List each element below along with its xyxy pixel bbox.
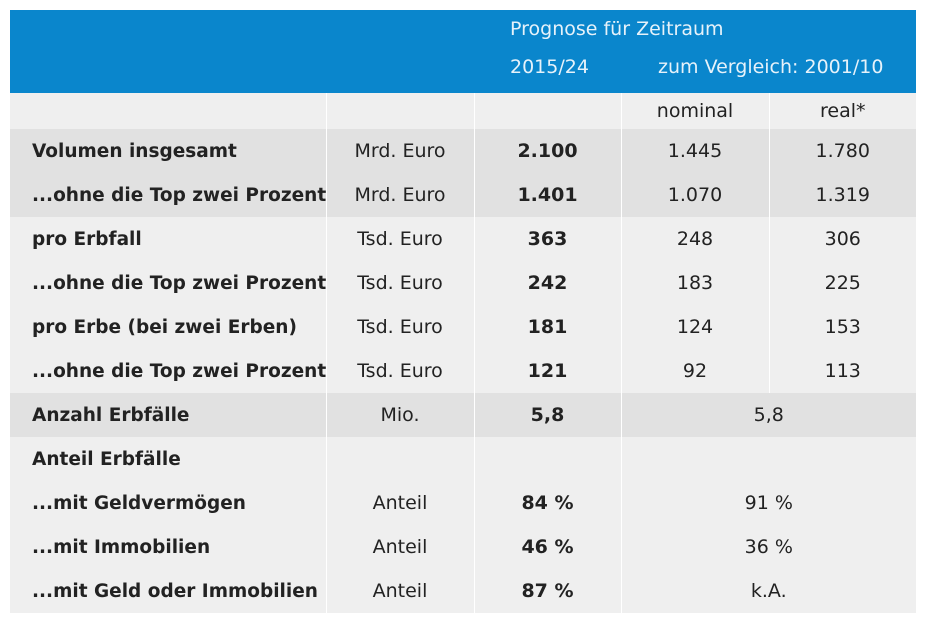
row-real: 225: [769, 261, 916, 305]
row-unit: Mio.: [326, 393, 475, 437]
row-label: ...mit Geld oder Immobilien: [10, 569, 327, 613]
row-unit: Anteil: [326, 569, 475, 613]
row-forecast: 87 %: [474, 569, 622, 613]
row-label: ...ohne die Top zwei Prozent: [10, 173, 327, 217]
header-title: Prognose für Zeitraum: [510, 18, 724, 40]
row-nominal: 248: [621, 217, 770, 261]
table-row: Anteil Erbfälle: [10, 437, 916, 481]
row-unit: Mrd. Euro: [326, 129, 475, 173]
row-label: ...ohne die Top zwei Prozent: [10, 261, 327, 305]
row-label: pro Erbe (bei zwei Erben): [10, 305, 327, 349]
table-row: pro Erbfall Tsd. Euro 363 248 306: [10, 217, 916, 261]
table-row: ...ohne die Top zwei Prozent Tsd. Euro 121…: [10, 349, 916, 393]
subheader-row: nominal real*: [10, 93, 916, 129]
table-row: ...ohne die Top zwei Prozent Tsd. Euro 242…: [10, 261, 916, 305]
row-compare: k.A.: [621, 569, 916, 613]
row-unit: Anteil: [326, 525, 475, 569]
row-label: ...mit Geldvermögen: [10, 481, 327, 525]
row-unit: Tsd. Euro: [326, 349, 475, 393]
row-compare: 36 %: [621, 525, 916, 569]
row-forecast: 2.100: [474, 129, 622, 173]
row-unit: Anteil: [326, 481, 475, 525]
row-nominal: 92: [621, 349, 770, 393]
table-row: Anzahl Erbfälle Mio. 5,8 5,8: [10, 393, 916, 437]
row-compare: [621, 437, 916, 481]
row-nominal: 183: [621, 261, 770, 305]
subheader-empty-unit: [326, 93, 475, 129]
inheritance-table: Prognose für Zeitraum 2015/24 zum Vergle…: [10, 10, 916, 613]
row-unit: Mrd. Euro: [326, 173, 475, 217]
data-table: nominal real* Volumen insgesamt Mrd. Euro…: [10, 93, 916, 613]
row-compare: 91 %: [621, 481, 916, 525]
table-header: Prognose für Zeitraum 2015/24 zum Vergle…: [10, 10, 916, 93]
row-forecast: 1.401: [474, 173, 622, 217]
row-unit: Tsd. Euro: [326, 261, 475, 305]
row-forecast: 84 %: [474, 481, 622, 525]
row-forecast: 121: [474, 349, 622, 393]
row-forecast: 363: [474, 217, 622, 261]
header-period: 2015/24: [510, 56, 589, 78]
table-row: pro Erbe (bei zwei Erben) Tsd. Euro 181 124…: [10, 305, 916, 349]
row-forecast: 46 %: [474, 525, 622, 569]
table-row: ...ohne die Top zwei Prozent Mrd. Euro 1.4…: [10, 173, 916, 217]
row-unit: Tsd. Euro: [326, 305, 475, 349]
table-row: ...mit Geldvermögen Anteil 84 % 91 %: [10, 481, 916, 525]
row-compare: 5,8: [621, 393, 916, 437]
row-label: pro Erbfall: [10, 217, 327, 261]
row-forecast: 181: [474, 305, 622, 349]
row-real: 113: [769, 349, 916, 393]
row-nominal: 1.445: [621, 129, 770, 173]
row-label: Anteil Erbfälle: [10, 437, 327, 481]
subheader-real: real*: [769, 93, 916, 129]
row-nominal: 1.070: [621, 173, 770, 217]
row-real: 153: [769, 305, 916, 349]
row-unit: [326, 437, 475, 481]
row-forecast: 5,8: [474, 393, 622, 437]
row-forecast: [474, 437, 622, 481]
row-real: 306: [769, 217, 916, 261]
table-row: ...mit Immobilien Anteil 46 % 36 %: [10, 525, 916, 569]
row-label: Volumen insgesamt: [10, 129, 327, 173]
row-real: 1.780: [769, 129, 916, 173]
row-label: ...mit Immobilien: [10, 525, 327, 569]
row-unit: Tsd. Euro: [326, 217, 475, 261]
row-label: Anzahl Erbfälle: [10, 393, 327, 437]
header-compare: zum Vergleich: 2001/10: [658, 56, 884, 78]
row-nominal: 124: [621, 305, 770, 349]
row-real: 1.319: [769, 173, 916, 217]
subheader-nominal: nominal: [621, 93, 770, 129]
subheader-empty-forecast: [474, 93, 622, 129]
table-row: ...mit Geld oder Immobilien Anteil 87 % k.A…: [10, 569, 916, 613]
row-label: ...ohne die Top zwei Prozent: [10, 349, 327, 393]
subheader-empty-label: [10, 93, 327, 129]
row-forecast: 242: [474, 261, 622, 305]
table-row: Volumen insgesamt Mrd. Euro 2.100 1.445 1.78…: [10, 129, 916, 173]
